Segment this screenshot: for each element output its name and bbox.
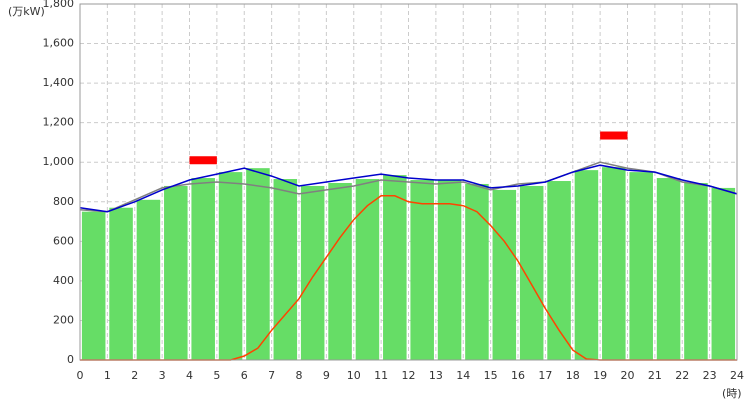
- bar: [410, 180, 434, 360]
- bar: [109, 207, 133, 360]
- bar: [656, 178, 681, 360]
- x-tick-label: 22: [675, 369, 689, 382]
- y-axis-label: (万kW): [8, 5, 45, 18]
- x-tick-label: 24: [730, 369, 744, 382]
- bar: [355, 179, 380, 360]
- bar: [602, 167, 626, 360]
- x-tick-label: 19: [593, 369, 607, 382]
- x-tick-label: 11: [374, 369, 388, 382]
- bar: [300, 185, 325, 360]
- x-tick-label: 20: [621, 369, 635, 382]
- bar: [711, 187, 736, 360]
- bar: [547, 181, 571, 360]
- bar: [273, 179, 298, 360]
- peak-marker: [600, 131, 628, 140]
- x-tick-label: 5: [213, 369, 220, 382]
- bar: [164, 185, 188, 360]
- line: [79, 161, 738, 213]
- x-tick-label: 0: [77, 369, 84, 382]
- x-tick-label: 2: [131, 369, 138, 382]
- peak-marker: [189, 156, 217, 165]
- x-tick-label: 4: [186, 369, 193, 382]
- line: [80, 195, 737, 361]
- bar: [383, 175, 407, 360]
- bar: [191, 178, 215, 360]
- bar: [629, 172, 653, 360]
- x-tick-label: 14: [456, 369, 470, 382]
- y-tick-label: 1,600: [43, 37, 75, 50]
- bar: [218, 172, 243, 360]
- y-tick-label: 1,400: [43, 76, 75, 89]
- x-tick-label: 18: [566, 369, 580, 382]
- bar: [492, 189, 517, 360]
- line: [79, 164, 738, 213]
- bar: [246, 168, 270, 360]
- x-tick-label: 1: [104, 369, 111, 382]
- y-tick-label: 400: [53, 274, 74, 287]
- x-tick-label: 8: [296, 369, 303, 382]
- x-tick-label: 3: [159, 369, 166, 382]
- y-tick-label: 800: [53, 195, 74, 208]
- x-tick-label: 9: [323, 369, 330, 382]
- y-tick-label: 1,800: [43, 0, 75, 10]
- y-tick-label: 200: [53, 313, 74, 326]
- x-tick-label: 17: [538, 369, 552, 382]
- x-tick-label: 13: [429, 369, 443, 382]
- bar: [437, 180, 462, 360]
- y-tick-label: 600: [53, 234, 74, 247]
- x-tick-label: 7: [268, 369, 275, 382]
- bar: [574, 170, 599, 360]
- x-tick-label: 10: [347, 369, 361, 382]
- bar: [519, 185, 544, 360]
- y-tick-label: 0: [67, 353, 74, 366]
- bar: [136, 199, 161, 360]
- x-tick-label: 6: [241, 369, 248, 382]
- x-tick-label: 23: [703, 369, 717, 382]
- x-tick-label: 12: [402, 369, 416, 382]
- plot-border: [79, 3, 738, 361]
- y-tick-label: 1,200: [43, 116, 75, 129]
- x-tick-label: 16: [511, 369, 525, 382]
- bar: [81, 211, 106, 360]
- bar: [465, 183, 489, 360]
- y-tick-label: 1,000: [43, 155, 75, 168]
- x-tick-label: 21: [648, 369, 662, 382]
- bar: [684, 182, 708, 360]
- bar: [328, 182, 352, 360]
- x-axis-label: (時): [722, 387, 742, 400]
- x-tick-label: 15: [484, 369, 498, 382]
